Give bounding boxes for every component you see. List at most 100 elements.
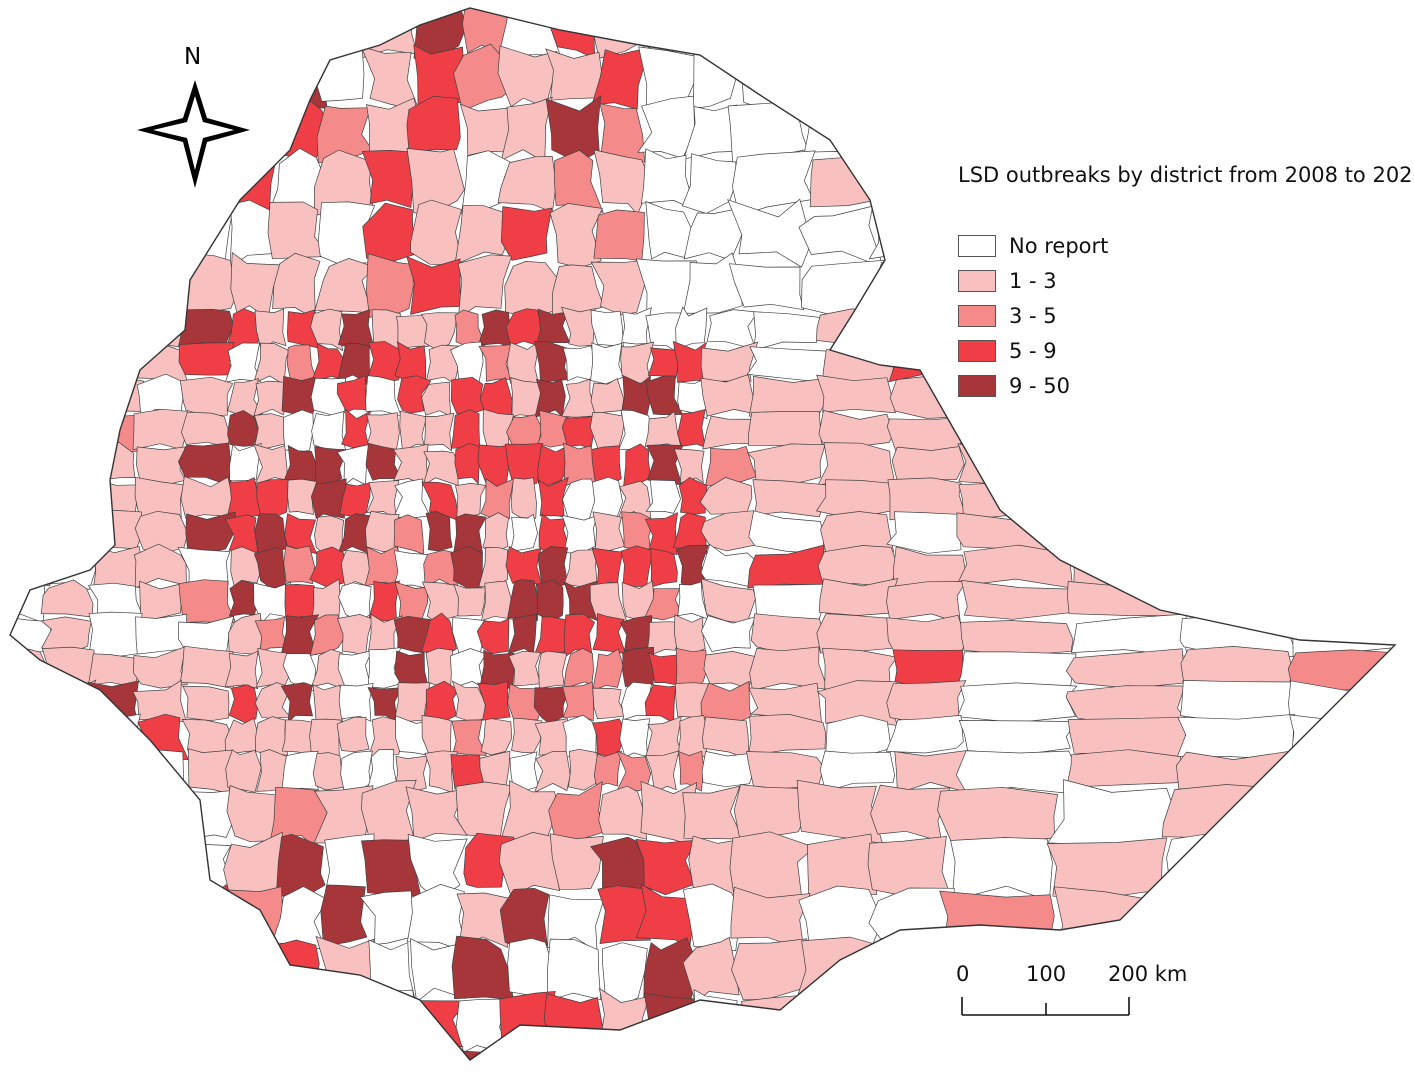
district — [804, 94, 877, 154]
district — [866, 937, 955, 1004]
district — [621, 511, 654, 550]
district — [957, 682, 1078, 723]
district — [939, 890, 1055, 951]
district — [1379, 203, 1395, 264]
district — [727, 198, 812, 268]
district — [1160, 208, 1286, 265]
district — [287, 478, 318, 515]
district — [507, 683, 543, 721]
district — [88, 373, 145, 412]
district — [456, 892, 513, 948]
district — [874, 989, 945, 1047]
district — [619, 718, 651, 758]
district — [228, 684, 259, 725]
district — [10, 477, 52, 512]
district — [457, 254, 513, 320]
district — [40, 616, 92, 656]
district — [229, 442, 262, 481]
district — [224, 342, 262, 383]
district — [94, 98, 142, 158]
legend-swatch — [958, 269, 996, 292]
district — [1289, 441, 1395, 487]
district — [500, 206, 553, 261]
district — [318, 988, 371, 1056]
district — [553, 149, 604, 213]
district — [47, 993, 98, 1050]
district — [283, 545, 315, 585]
district — [134, 939, 191, 1001]
district — [139, 580, 190, 620]
district — [872, 8, 948, 53]
district — [591, 46, 651, 110]
district — [1272, 987, 1394, 1047]
district — [10, 833, 55, 899]
district — [280, 682, 314, 724]
district — [394, 650, 428, 689]
district — [510, 477, 537, 519]
district — [177, 1040, 234, 1060]
district — [41, 646, 95, 693]
district — [1288, 409, 1395, 452]
district — [10, 8, 48, 57]
district — [1070, 543, 1185, 589]
district — [85, 47, 141, 109]
district — [46, 510, 93, 553]
district — [480, 478, 515, 521]
district — [179, 376, 234, 417]
district — [88, 786, 140, 847]
district — [678, 476, 708, 515]
district — [134, 153, 183, 217]
district — [10, 941, 52, 1000]
district — [314, 446, 348, 488]
district — [90, 8, 136, 60]
district — [136, 831, 187, 896]
district — [47, 253, 96, 310]
district — [889, 308, 967, 351]
district — [89, 836, 146, 900]
district — [816, 308, 897, 349]
district — [10, 988, 48, 1045]
district — [10, 381, 52, 421]
district — [507, 579, 539, 622]
district — [407, 833, 468, 901]
district — [1398, 377, 1414, 414]
district — [939, 989, 1063, 1050]
district — [1180, 477, 1297, 518]
district — [43, 306, 99, 346]
district — [798, 1038, 880, 1060]
legend-label: 5 - 9 — [1009, 338, 1057, 363]
district — [590, 342, 625, 385]
district — [643, 992, 697, 1052]
compass-rose-icon — [137, 80, 250, 188]
district — [455, 483, 487, 521]
district — [1175, 344, 1292, 386]
legend-item-9-50: 9 - 50 — [958, 368, 1108, 403]
district — [645, 750, 680, 793]
scale-label-0: 0 — [956, 962, 970, 986]
district — [405, 786, 468, 842]
district — [39, 679, 97, 722]
district — [1291, 754, 1395, 793]
district — [84, 200, 139, 264]
district — [1177, 543, 1298, 590]
district — [958, 720, 1078, 756]
district — [450, 545, 483, 588]
scale-label-200: 200 km — [1108, 962, 1188, 986]
district — [561, 415, 597, 450]
district — [185, 511, 236, 555]
district — [1397, 511, 1414, 553]
district — [10, 512, 45, 554]
district — [178, 342, 236, 376]
district — [224, 650, 259, 690]
district — [10, 787, 47, 848]
district — [1066, 749, 1186, 788]
district — [1379, 1041, 1395, 1060]
district — [225, 749, 262, 793]
district — [891, 446, 965, 483]
district — [533, 616, 570, 656]
district — [42, 883, 94, 948]
district — [1382, 897, 1395, 947]
district — [868, 151, 942, 217]
legend-swatch — [958, 339, 996, 362]
district — [867, 1039, 954, 1060]
